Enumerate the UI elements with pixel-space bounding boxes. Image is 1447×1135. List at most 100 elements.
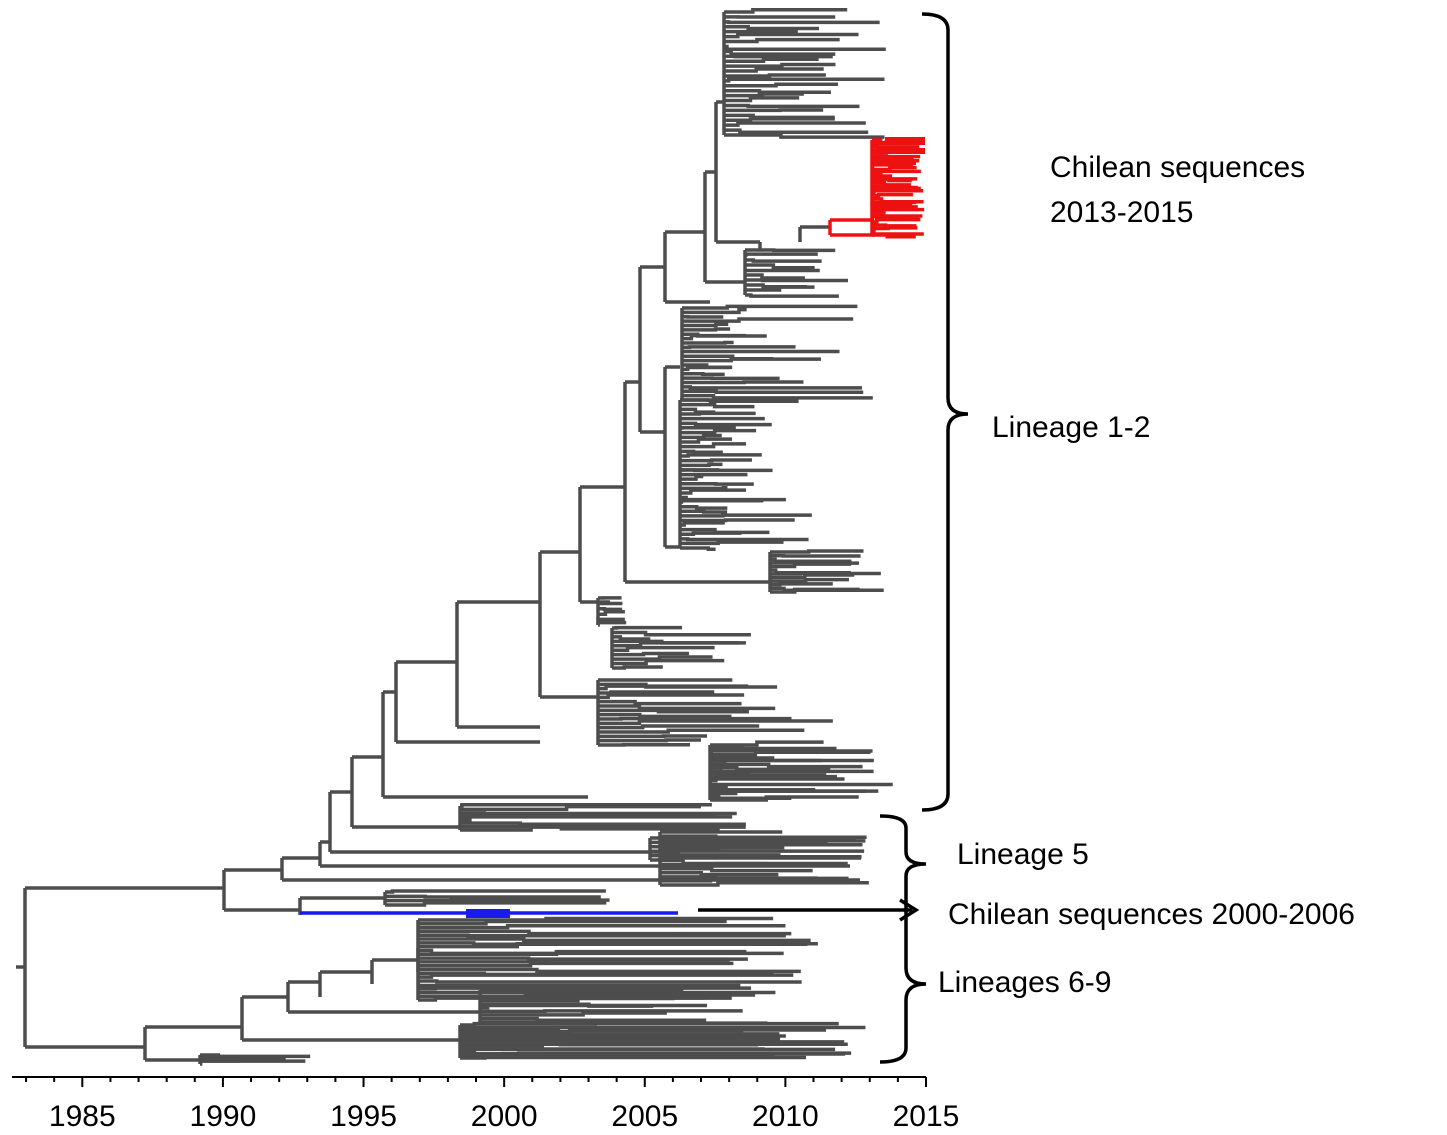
tip-branch xyxy=(598,704,776,711)
tip-branch xyxy=(872,165,917,172)
tip-branch xyxy=(680,421,772,427)
tip-branch xyxy=(680,486,728,491)
bracket-lineage-1-2 xyxy=(921,12,969,812)
tip-branch xyxy=(480,1016,707,1022)
tip-branch xyxy=(745,258,822,263)
tip-branch xyxy=(385,889,606,894)
tip-branch xyxy=(418,916,774,922)
tip-branch xyxy=(682,340,734,345)
tip-branch xyxy=(724,117,835,122)
tip-branch xyxy=(682,327,731,332)
tip-branch xyxy=(598,724,760,730)
tip-branch xyxy=(710,774,837,780)
tip-branch xyxy=(710,762,863,769)
tip-branch xyxy=(598,699,742,706)
tip-branch xyxy=(418,924,786,930)
tip-branch xyxy=(682,385,863,390)
tip-branch xyxy=(460,811,737,816)
tip-branch xyxy=(480,988,684,993)
tip-branch xyxy=(872,205,918,211)
tip-branch xyxy=(480,1003,708,1010)
tip-branch xyxy=(682,371,725,377)
tip-branch xyxy=(682,304,858,310)
label-lineage-5: Lineage 5 xyxy=(957,838,1089,871)
tick-label-2000: 2000 xyxy=(471,1100,538,1133)
tip-branch xyxy=(418,973,794,979)
tick-label-2010: 2010 xyxy=(752,1100,819,1133)
tip-branch xyxy=(418,979,802,984)
tip-branch xyxy=(460,1055,806,1060)
tip-branch xyxy=(460,1038,845,1044)
tick-label-2015: 2015 xyxy=(893,1100,960,1133)
tip-branch xyxy=(612,651,689,657)
tip-branch xyxy=(660,861,768,867)
tip-branch xyxy=(660,876,818,883)
red-tip-block xyxy=(876,160,916,165)
tip-branch xyxy=(418,967,801,974)
label-lineages-6-9: Lineages 6-9 xyxy=(938,966,1111,999)
tip-branch xyxy=(612,641,746,648)
tip-branch xyxy=(724,96,800,103)
tip-branch xyxy=(745,273,805,280)
clade-brackets xyxy=(698,12,969,1064)
label-chilean-recent-line1: Chilean sequences xyxy=(1050,151,1305,184)
tip-branch xyxy=(710,795,859,802)
tip-branch xyxy=(460,1028,744,1034)
tip-branch xyxy=(872,189,924,195)
tip-branch xyxy=(745,263,815,270)
tip-branch xyxy=(612,655,713,661)
tip-branch xyxy=(660,880,869,887)
tip-branch xyxy=(770,573,855,580)
tip-branch xyxy=(680,531,742,536)
tip-branch xyxy=(724,25,820,31)
tip-branch xyxy=(682,357,821,363)
tree-tips xyxy=(198,7,893,1066)
tip-branch xyxy=(682,317,854,323)
tip-branch xyxy=(770,577,849,583)
tip-branch xyxy=(680,442,747,449)
tip-branch xyxy=(612,658,725,666)
tip-branch xyxy=(460,815,733,822)
tip-branch xyxy=(724,92,804,98)
tip-branch xyxy=(872,233,916,239)
tip-branch xyxy=(460,821,746,827)
tip-branch xyxy=(724,32,859,39)
label-chilean-old: Chilean sequences 2000-2006 xyxy=(948,898,1355,931)
label-chilean-recent-line2: 2013-2015 xyxy=(1050,196,1193,229)
tip-branch xyxy=(710,777,845,783)
tip-branch xyxy=(724,62,836,68)
chilean-2000-2006-clade xyxy=(298,896,678,918)
tip-branch xyxy=(598,610,625,616)
tip-branch xyxy=(418,961,734,968)
tip-branch xyxy=(198,1059,306,1066)
tip-branch xyxy=(478,991,677,998)
tip-branch xyxy=(710,789,879,796)
tip-branch xyxy=(598,738,702,743)
blue-cluster xyxy=(466,909,510,918)
tip-branch xyxy=(872,185,918,191)
tip-branch xyxy=(598,607,623,612)
tick-label-2005: 2005 xyxy=(611,1100,678,1133)
tip-branch xyxy=(460,1021,839,1027)
tip-branch xyxy=(724,121,866,127)
tip-branch xyxy=(612,665,663,670)
tip-branch xyxy=(770,557,852,563)
tip-branch xyxy=(385,898,610,903)
tip-branch xyxy=(680,474,704,481)
tip-branch xyxy=(872,229,924,236)
tip-branch xyxy=(660,871,779,877)
tip-branch xyxy=(460,1036,781,1041)
tip-branch xyxy=(680,537,809,542)
tip-branch xyxy=(660,845,785,851)
tip-branch xyxy=(744,252,818,257)
tip-branch xyxy=(682,333,747,341)
tip-branch xyxy=(596,620,627,627)
tip-branch xyxy=(598,719,833,726)
tip-branch xyxy=(460,1032,780,1038)
tick-label-1985: 1985 xyxy=(49,1100,116,1133)
tip-branch xyxy=(680,488,747,495)
tip-branch xyxy=(682,345,796,350)
tip-branch xyxy=(724,20,880,25)
tip-branch xyxy=(598,690,715,695)
